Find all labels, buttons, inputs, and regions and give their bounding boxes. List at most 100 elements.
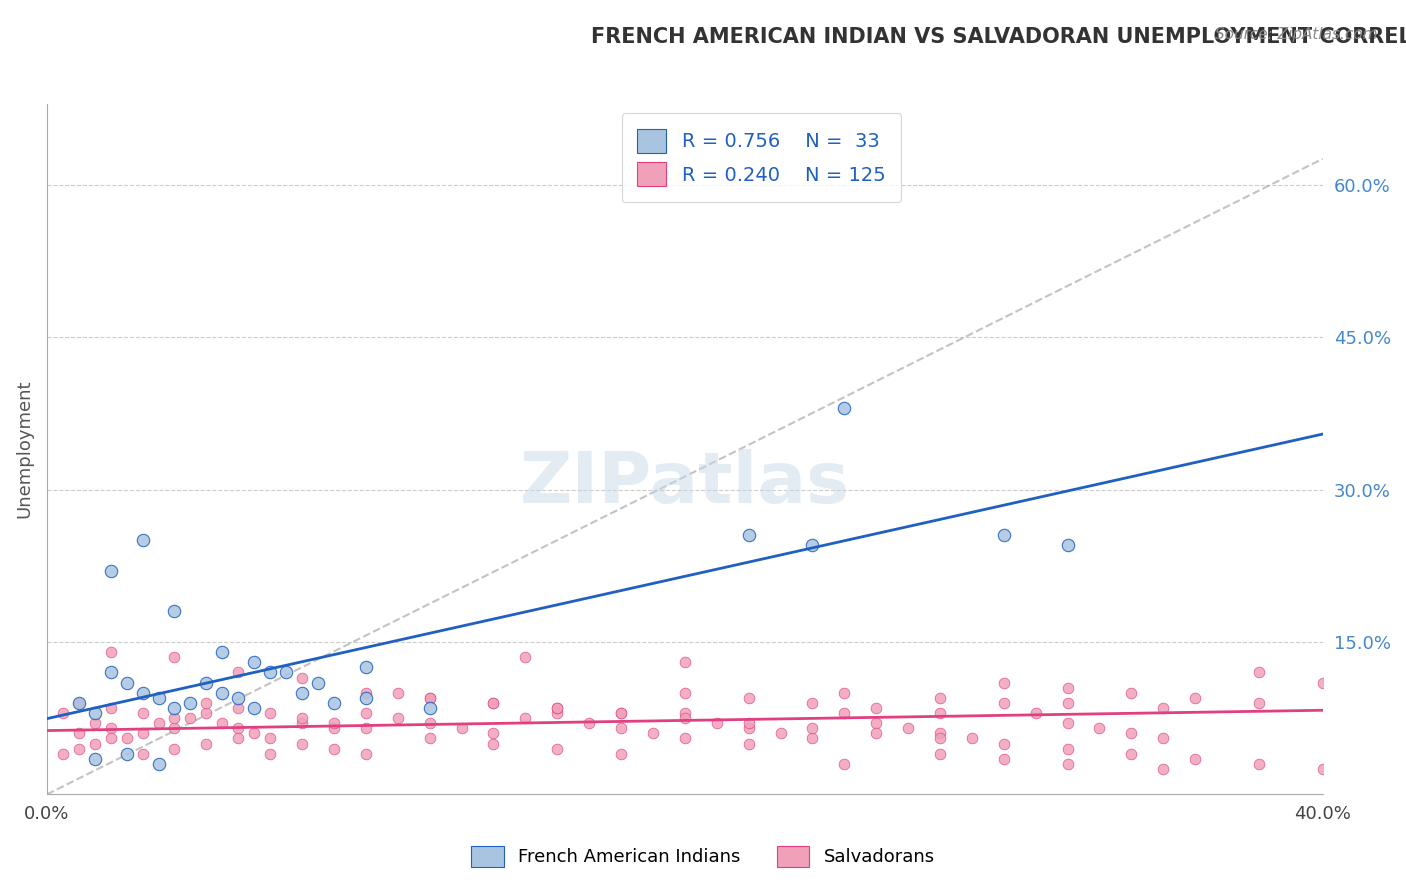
Point xyxy=(291,711,314,725)
Point xyxy=(83,706,105,720)
Point xyxy=(482,726,505,740)
Point xyxy=(148,716,170,731)
Point xyxy=(546,701,568,715)
Point xyxy=(993,675,1015,690)
Point xyxy=(195,675,218,690)
Point xyxy=(354,686,377,700)
Point xyxy=(1247,756,1270,771)
Point xyxy=(578,716,600,731)
Point xyxy=(960,731,983,746)
Point xyxy=(641,726,664,740)
Point xyxy=(834,401,856,416)
Point xyxy=(1121,686,1143,700)
Point xyxy=(1152,762,1174,776)
Point xyxy=(610,722,633,736)
Point xyxy=(993,528,1015,542)
Y-axis label: Unemployment: Unemployment xyxy=(15,380,32,518)
Point xyxy=(100,722,122,736)
Point xyxy=(1088,722,1111,736)
Point xyxy=(993,696,1015,710)
Point xyxy=(83,737,105,751)
Point xyxy=(148,756,170,771)
Point xyxy=(243,655,266,669)
Point xyxy=(929,731,952,746)
Legend: R = 0.756    N =  33, R = 0.240    N = 125: R = 0.756 N = 33, R = 0.240 N = 125 xyxy=(621,113,901,202)
Point xyxy=(100,731,122,746)
Point xyxy=(419,701,441,715)
Point xyxy=(226,701,249,715)
Point xyxy=(387,711,409,725)
Point xyxy=(387,686,409,700)
Point xyxy=(323,696,346,710)
Point xyxy=(993,752,1015,766)
Point xyxy=(450,722,472,736)
Point xyxy=(1056,756,1078,771)
Point xyxy=(1056,681,1078,695)
Point xyxy=(1247,696,1270,710)
Point xyxy=(610,706,633,720)
Point xyxy=(179,696,201,710)
Point xyxy=(801,731,824,746)
Point xyxy=(737,722,759,736)
Point xyxy=(323,722,346,736)
Point xyxy=(67,696,90,710)
Point xyxy=(1056,716,1078,731)
Point xyxy=(482,737,505,751)
Point xyxy=(291,737,314,751)
Point xyxy=(131,686,153,700)
Point xyxy=(259,731,281,746)
Point xyxy=(673,731,696,746)
Point xyxy=(259,665,281,680)
Point xyxy=(1025,706,1047,720)
Point xyxy=(546,706,568,720)
Point xyxy=(354,660,377,674)
Point xyxy=(195,737,218,751)
Point xyxy=(515,711,537,725)
Point xyxy=(834,706,856,720)
Point xyxy=(1247,665,1270,680)
Point xyxy=(673,711,696,725)
Point xyxy=(211,716,233,731)
Point xyxy=(1056,741,1078,756)
Point xyxy=(737,690,759,705)
Point xyxy=(52,747,75,761)
Point xyxy=(1121,726,1143,740)
Point xyxy=(131,726,153,740)
Point xyxy=(354,747,377,761)
Point xyxy=(83,716,105,731)
Point xyxy=(706,716,728,731)
Point xyxy=(1056,539,1078,553)
Point xyxy=(323,741,346,756)
Point xyxy=(307,675,329,690)
Point xyxy=(195,706,218,720)
Point xyxy=(801,722,824,736)
Point xyxy=(865,716,887,731)
Point xyxy=(834,686,856,700)
Point xyxy=(673,706,696,720)
Point xyxy=(226,665,249,680)
Point xyxy=(259,747,281,761)
Point xyxy=(52,706,75,720)
Point xyxy=(131,747,153,761)
Point xyxy=(1184,752,1206,766)
Point xyxy=(243,701,266,715)
Point xyxy=(323,716,346,731)
Point xyxy=(100,701,122,715)
Point xyxy=(482,696,505,710)
Point xyxy=(546,741,568,756)
Point xyxy=(226,722,249,736)
Point xyxy=(163,650,186,665)
Point xyxy=(897,722,920,736)
Point xyxy=(226,731,249,746)
Point xyxy=(419,716,441,731)
Point xyxy=(929,690,952,705)
Point xyxy=(131,533,153,548)
Point xyxy=(1152,731,1174,746)
Point xyxy=(115,731,138,746)
Point xyxy=(354,706,377,720)
Point xyxy=(482,696,505,710)
Point xyxy=(115,675,138,690)
Point xyxy=(610,747,633,761)
Point xyxy=(801,539,824,553)
Legend: French American Indians, Salvadorans: French American Indians, Salvadorans xyxy=(464,838,942,874)
